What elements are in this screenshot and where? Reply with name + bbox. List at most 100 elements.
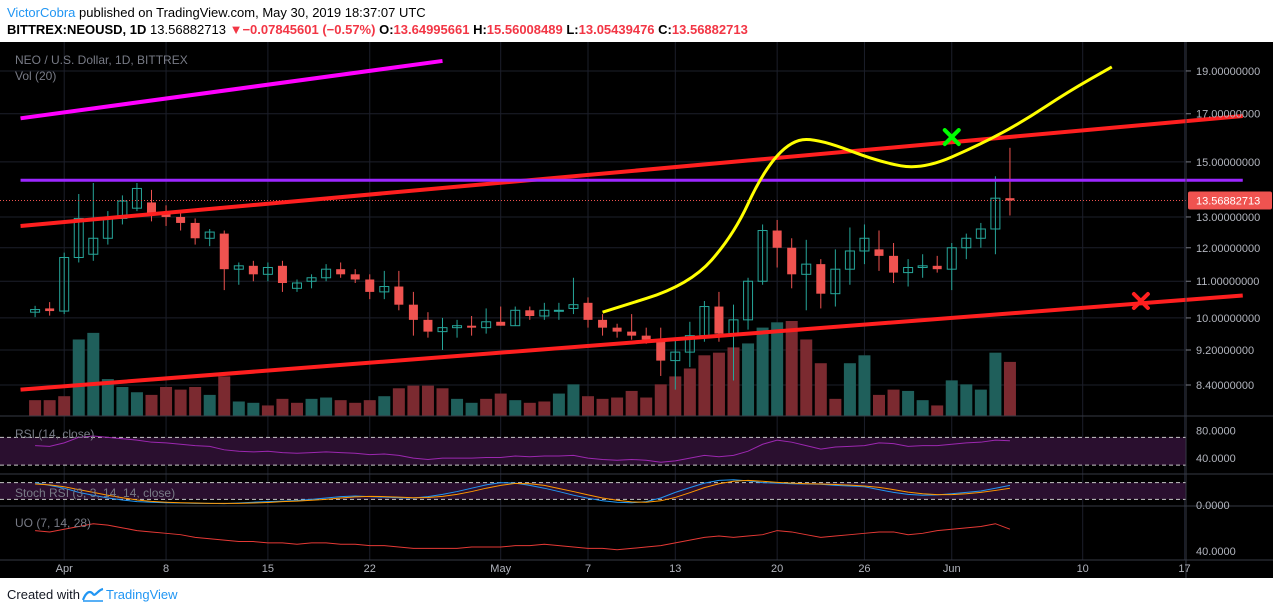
candle-body xyxy=(757,230,768,282)
rsi-line xyxy=(35,435,1010,463)
candle-body xyxy=(510,309,521,327)
volume-bar xyxy=(247,402,260,416)
candle-body xyxy=(990,197,1001,230)
price-change: −0.07845601 (−0.57%) xyxy=(242,22,376,37)
volume-bar xyxy=(596,398,609,416)
chart-footer: Created with TradingView xyxy=(0,578,1273,612)
close-label: C: xyxy=(658,22,672,37)
last-price-tag xyxy=(1188,191,1272,210)
price-tick-label: 9.20000000 xyxy=(1196,345,1254,357)
candle-body xyxy=(45,308,55,312)
candle-body xyxy=(917,265,928,269)
volume-bar xyxy=(538,401,551,416)
candle-body xyxy=(801,263,812,275)
volume-bar xyxy=(727,347,740,416)
candle-body xyxy=(539,309,550,317)
volume-bar xyxy=(712,352,725,416)
candle-body xyxy=(656,339,666,361)
uo-legend: UO (7, 14, 28) xyxy=(15,516,91,530)
candle-body xyxy=(59,257,70,312)
volume-bar xyxy=(669,376,682,416)
rsi-band-fill xyxy=(0,437,1186,466)
candle-body xyxy=(641,335,651,340)
volume-bar xyxy=(421,385,434,416)
candle-body xyxy=(583,302,593,320)
candle-body xyxy=(467,325,477,328)
volume-bar xyxy=(887,389,900,416)
candle-body xyxy=(932,265,942,270)
volume-bars xyxy=(29,321,1016,416)
candle-body xyxy=(889,255,899,273)
date-tick-label: 26 xyxy=(858,563,870,575)
date-tick-label: 7 xyxy=(585,563,591,575)
candle-body xyxy=(262,267,273,275)
open-label: O: xyxy=(379,22,394,37)
candle-body xyxy=(772,230,782,248)
candle-body xyxy=(190,222,200,239)
volume-bar xyxy=(523,402,536,416)
candle-body xyxy=(394,286,404,305)
date-tick-label: 22 xyxy=(364,563,376,575)
volume-bar xyxy=(203,394,216,416)
low-value: 13.05439476 xyxy=(578,22,655,37)
volume-bar xyxy=(858,355,871,416)
volume-bar xyxy=(829,398,842,416)
rsi-legend: RSI (14, close) xyxy=(15,427,94,441)
volume-bar xyxy=(771,322,784,416)
candle-body xyxy=(553,309,564,312)
volume-bar xyxy=(509,400,522,416)
volume-bar xyxy=(873,394,885,416)
trendline xyxy=(20,114,1243,228)
candle-body xyxy=(248,265,258,275)
volume-bar xyxy=(800,339,813,416)
last-price-tag-label: 13.56882713 xyxy=(1196,195,1260,207)
ohlc-line: BITTREX:NEOUSD, 1D 13.56882713 ▼−0.07845… xyxy=(7,22,748,37)
candle-body xyxy=(598,319,608,328)
trendline xyxy=(20,58,443,121)
price-tick-label: 19.00000000 xyxy=(1196,66,1260,78)
date-tick-label: 17 xyxy=(1178,563,1190,575)
candle-body xyxy=(350,274,360,280)
candle-body xyxy=(627,331,637,336)
volume-bar xyxy=(276,398,289,416)
candle-body xyxy=(73,217,84,259)
volume-bar xyxy=(654,384,667,416)
chart-title: NEO / U.S. Dollar, 1D, BITTREX xyxy=(15,53,188,67)
stoch-rsi-legend: Stoch RSI (3, 3, 14, 14, close) xyxy=(15,486,175,500)
chart-canvas[interactable]: 19.00000000 17.00000000 15.00000000 13.0000… xyxy=(0,42,1273,578)
volume-bar xyxy=(116,386,129,416)
tradingview-brand-link[interactable]: TradingView xyxy=(106,587,178,602)
stoch-tick-label: 0.0000 xyxy=(1196,500,1230,512)
candle-body xyxy=(379,286,390,293)
date-tick-label: 10 xyxy=(1077,563,1089,575)
volume-bar xyxy=(101,379,114,416)
candle-body xyxy=(277,265,287,283)
high-value: 15.56008489 xyxy=(486,22,563,37)
candle-body xyxy=(131,187,142,209)
candle-body xyxy=(859,237,870,252)
volume-bar xyxy=(756,327,769,416)
candle-body xyxy=(961,237,972,249)
candle-body xyxy=(684,335,695,353)
volume-bar xyxy=(407,385,420,416)
axes: 19.00000000 17.00000000 15.00000000 13.0000… xyxy=(0,42,1273,578)
volume-bar xyxy=(232,401,245,416)
candle-body xyxy=(670,351,681,362)
candle-body xyxy=(903,267,914,274)
stoch-band-fill xyxy=(0,482,1186,500)
volume-bar xyxy=(305,398,318,416)
candle-body xyxy=(437,327,448,333)
chart-svg[interactable]: 19.00000000 17.00000000 15.00000000 13.0000… xyxy=(0,42,1273,578)
price-tick-label: 10.00000000 xyxy=(1196,313,1260,325)
author-link[interactable]: VictorCobra xyxy=(7,5,76,20)
candle-body xyxy=(161,214,171,217)
volume-bar xyxy=(87,332,100,416)
price-tick-label: 13.00000000 xyxy=(1196,212,1260,224)
candle-body xyxy=(336,269,346,275)
projection-path xyxy=(602,65,1113,314)
uo-line xyxy=(35,523,1011,551)
date-tick-label: Jun xyxy=(943,563,961,575)
volume-bar xyxy=(291,402,303,416)
stoch-d-line xyxy=(35,479,1011,504)
volume-bar xyxy=(29,400,42,416)
